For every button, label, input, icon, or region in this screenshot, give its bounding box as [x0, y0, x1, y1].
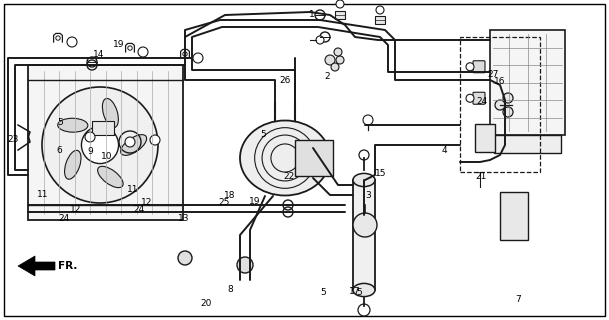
- FancyBboxPatch shape: [473, 61, 485, 73]
- Text: 4: 4: [442, 146, 448, 155]
- Circle shape: [316, 36, 324, 44]
- Circle shape: [334, 48, 342, 56]
- Text: 12: 12: [71, 205, 82, 214]
- Text: 8: 8: [227, 285, 233, 294]
- Circle shape: [503, 203, 513, 213]
- Text: 24: 24: [58, 214, 69, 223]
- Circle shape: [515, 215, 525, 225]
- Circle shape: [466, 94, 474, 102]
- Text: 5: 5: [356, 288, 362, 297]
- Circle shape: [325, 55, 335, 65]
- Text: 26: 26: [280, 76, 290, 85]
- Text: 3: 3: [365, 191, 371, 200]
- Text: 19: 19: [249, 197, 260, 206]
- Text: 5: 5: [260, 130, 266, 139]
- Text: 5: 5: [320, 288, 326, 297]
- Circle shape: [150, 135, 160, 145]
- Text: 1: 1: [309, 10, 315, 19]
- Circle shape: [237, 257, 253, 273]
- Circle shape: [466, 63, 474, 71]
- Text: 2: 2: [325, 72, 331, 81]
- Text: 12: 12: [141, 198, 152, 207]
- Text: 19: 19: [113, 40, 124, 49]
- Text: 27: 27: [488, 70, 499, 79]
- Text: 10: 10: [101, 152, 112, 161]
- Text: 5: 5: [57, 118, 63, 127]
- Circle shape: [503, 225, 513, 235]
- Ellipse shape: [65, 150, 81, 179]
- Text: 24: 24: [133, 205, 144, 214]
- Circle shape: [183, 52, 187, 56]
- Bar: [500, 192, 528, 240]
- Circle shape: [503, 107, 513, 117]
- Bar: [353, 180, 375, 290]
- Circle shape: [128, 46, 132, 50]
- Ellipse shape: [353, 173, 375, 187]
- Text: 16: 16: [494, 77, 505, 86]
- Bar: [460, 37, 540, 172]
- Bar: [335, 11, 345, 19]
- Ellipse shape: [58, 118, 88, 132]
- Ellipse shape: [240, 121, 330, 196]
- Circle shape: [138, 47, 148, 57]
- Text: 6: 6: [57, 146, 63, 155]
- Ellipse shape: [102, 99, 118, 128]
- Circle shape: [358, 304, 370, 316]
- Circle shape: [85, 132, 95, 142]
- Circle shape: [495, 100, 505, 110]
- Ellipse shape: [353, 284, 375, 297]
- Circle shape: [359, 150, 369, 160]
- FancyBboxPatch shape: [473, 92, 485, 104]
- Text: 11: 11: [127, 185, 138, 194]
- Circle shape: [376, 6, 384, 14]
- Circle shape: [336, 0, 344, 8]
- Text: FR.: FR.: [58, 261, 77, 271]
- Circle shape: [56, 36, 60, 40]
- Text: 9: 9: [87, 148, 93, 156]
- Bar: [490, 30, 565, 135]
- Circle shape: [178, 251, 192, 265]
- Bar: [375, 16, 385, 24]
- Text: 7: 7: [515, 295, 521, 304]
- Polygon shape: [18, 256, 55, 276]
- Bar: [295, 140, 333, 176]
- Circle shape: [503, 93, 513, 103]
- Circle shape: [353, 213, 377, 237]
- Text: 11: 11: [37, 190, 48, 199]
- Circle shape: [331, 63, 339, 71]
- Text: 17: 17: [349, 287, 360, 296]
- Text: 14: 14: [93, 50, 104, 59]
- Circle shape: [82, 126, 119, 164]
- Circle shape: [125, 137, 135, 147]
- Bar: [494, 135, 561, 153]
- Circle shape: [42, 87, 158, 203]
- Ellipse shape: [97, 166, 123, 188]
- Text: 24: 24: [477, 97, 488, 106]
- Circle shape: [363, 115, 373, 125]
- Text: 20: 20: [200, 299, 211, 308]
- Circle shape: [336, 56, 344, 64]
- Bar: [92, 121, 114, 135]
- Text: 23: 23: [8, 135, 19, 144]
- Text: 22: 22: [284, 172, 295, 181]
- Text: 25: 25: [219, 198, 230, 207]
- Circle shape: [67, 37, 77, 47]
- Ellipse shape: [121, 135, 147, 155]
- Text: 21: 21: [476, 172, 487, 181]
- Bar: [475, 124, 495, 152]
- Bar: [28, 65, 183, 220]
- Text: 18: 18: [225, 191, 236, 200]
- Circle shape: [193, 53, 203, 63]
- Text: 15: 15: [375, 169, 386, 178]
- Text: 13: 13: [178, 214, 189, 223]
